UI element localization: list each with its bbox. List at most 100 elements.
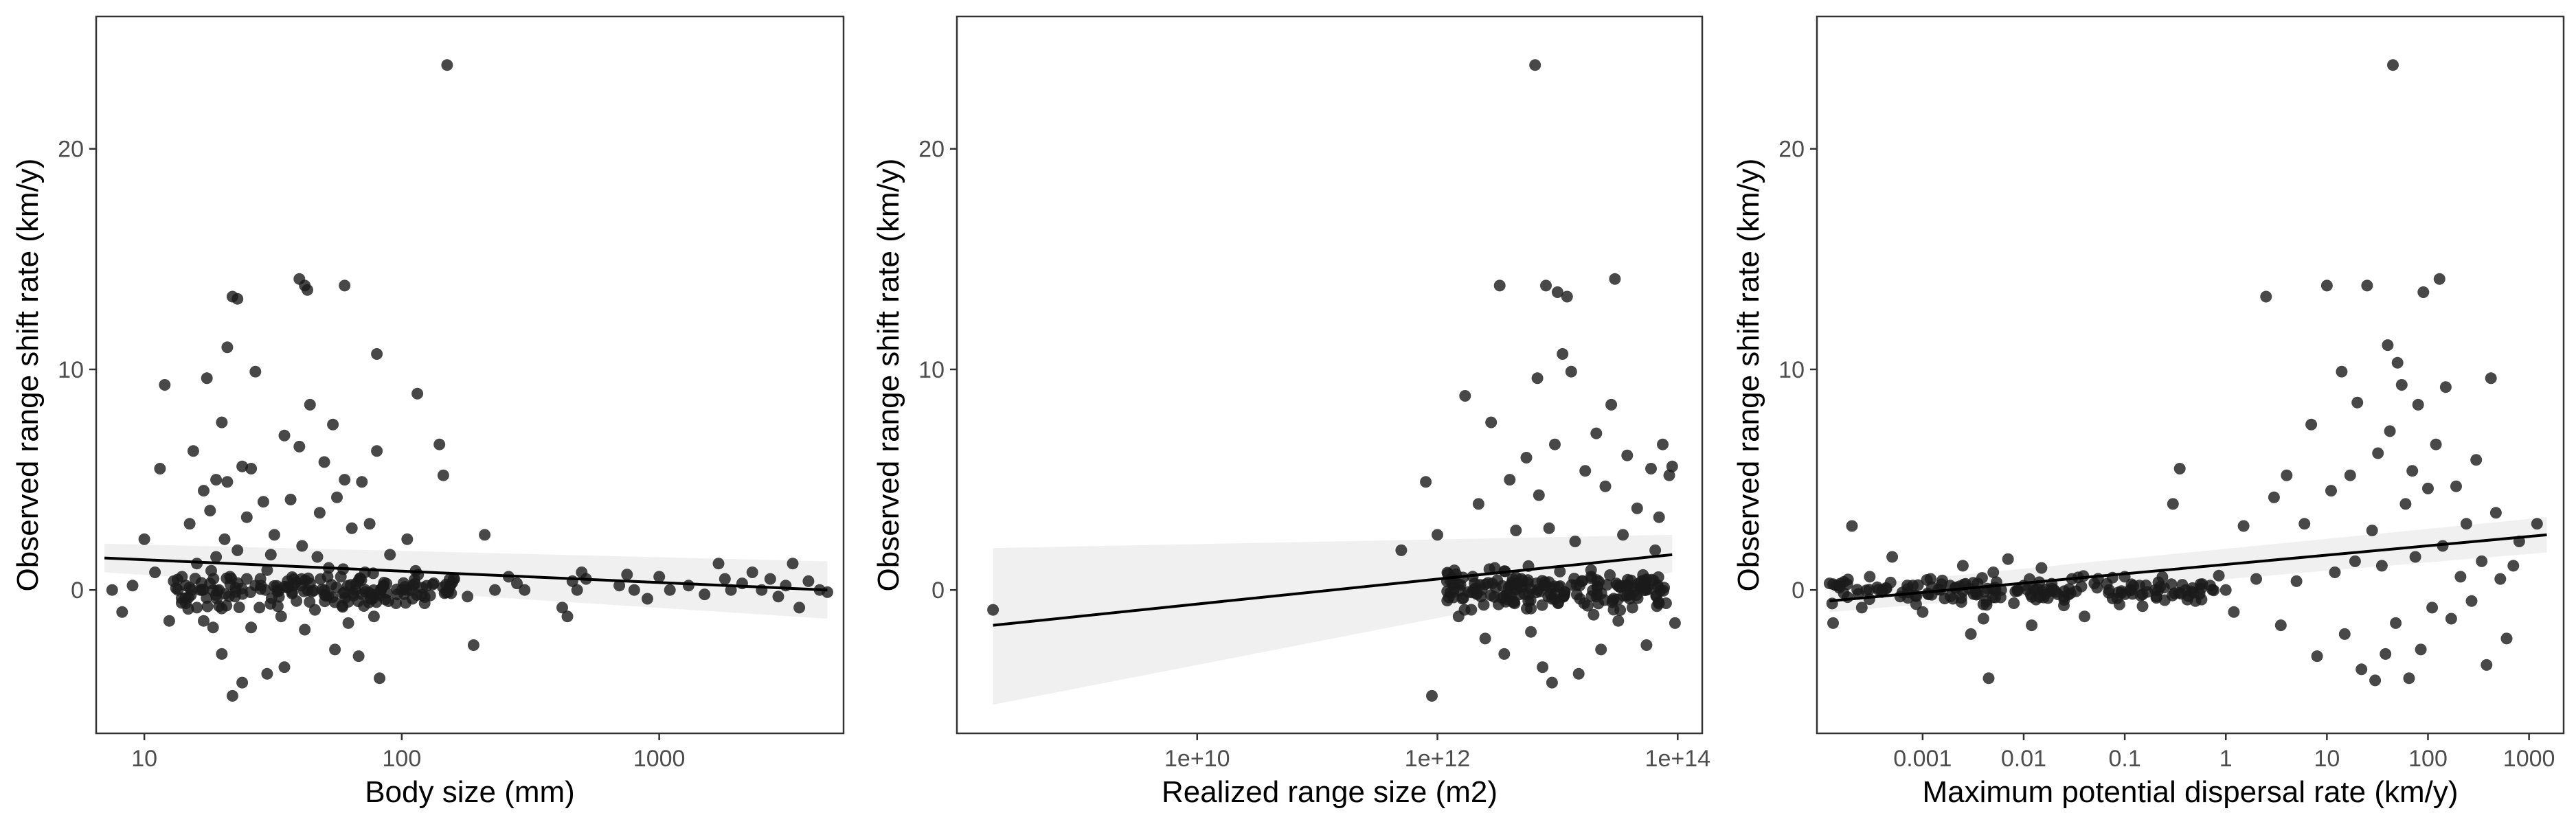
data-point — [2485, 372, 2497, 385]
data-point — [201, 372, 213, 385]
data-point — [1479, 632, 1491, 645]
data-point — [2384, 425, 2396, 437]
data-point — [1465, 604, 1478, 616]
data-point — [1577, 575, 1589, 587]
data-point — [2158, 582, 2170, 594]
data-point — [236, 588, 249, 600]
data-point — [1537, 661, 1549, 674]
data-point — [2406, 465, 2419, 477]
data-point — [712, 558, 725, 570]
data-point — [1917, 606, 1929, 618]
data-point — [2387, 59, 2399, 71]
data-point — [1622, 579, 1634, 591]
data-point — [216, 648, 228, 660]
data-point — [2260, 290, 2272, 303]
data-point — [2290, 575, 2303, 587]
panel-1: 0 10 20 10 100 1000 Body size (mm) Observed ran… — [11, 15, 845, 809]
data-point — [1474, 579, 1487, 591]
x-axis-title: Body size (mm) — [365, 775, 575, 809]
data-point — [2500, 632, 2513, 645]
data-point — [259, 584, 271, 596]
data-point — [304, 596, 316, 608]
data-point — [642, 593, 653, 605]
data-point — [2298, 518, 2311, 530]
y-tick-label: 20 — [918, 137, 945, 163]
data-point — [2305, 418, 2318, 431]
data-point — [2046, 585, 2057, 597]
data-point — [772, 591, 784, 603]
data-point — [519, 584, 531, 596]
data-point — [1939, 593, 1951, 605]
data-point — [2206, 584, 2218, 596]
data-point — [329, 643, 341, 656]
panel-3: 0 10 20 0.001 0.01 0.1 1 10 100 1000 Maximum poten… — [1732, 15, 2565, 809]
data-point — [1987, 591, 1999, 604]
data-point — [2412, 398, 2424, 411]
regression-line — [104, 556, 828, 592]
data-point — [275, 610, 287, 623]
y-tick-label: 20 — [1778, 137, 1805, 163]
data-point — [628, 584, 640, 596]
data-point — [225, 572, 238, 584]
data-point — [1569, 536, 1581, 547]
data-point — [170, 582, 182, 595]
data-point — [328, 596, 341, 608]
data-point — [236, 460, 249, 472]
data-point — [154, 463, 166, 474]
data-point — [1420, 476, 1432, 488]
data-point — [2445, 613, 2457, 625]
data-point — [1572, 667, 1585, 680]
data-point — [207, 621, 219, 634]
data-point — [363, 518, 376, 530]
data-point — [2062, 588, 2075, 601]
data-point — [719, 573, 731, 585]
data-point — [293, 440, 306, 453]
x-tick-label: 0.01 — [2001, 746, 2046, 772]
data-point — [149, 566, 161, 578]
data-point — [556, 602, 568, 614]
data-point — [2391, 356, 2404, 369]
data-point — [223, 590, 235, 602]
data-point — [2415, 643, 2427, 656]
x-tick-label: 0.1 — [2108, 746, 2140, 772]
x-tick-label: 1 — [2219, 746, 2233, 772]
data-point — [2476, 555, 2488, 567]
data-point — [290, 576, 302, 588]
data-point — [2369, 674, 2382, 687]
data-point — [441, 59, 453, 71]
data-point — [284, 494, 297, 505]
data-point — [1842, 573, 1854, 586]
data-point — [331, 491, 343, 503]
data-point — [116, 606, 128, 618]
data-point — [1525, 602, 1537, 615]
data-point — [319, 595, 331, 608]
data-point — [1864, 571, 1876, 583]
data-point — [163, 615, 175, 627]
data-point — [299, 623, 311, 636]
data-point — [1626, 602, 1638, 614]
data-point — [2390, 617, 2402, 629]
data-point — [1554, 565, 1566, 577]
data-point — [1912, 579, 1924, 591]
data-point — [802, 575, 815, 587]
data-point — [1965, 628, 1977, 640]
data-point — [1631, 502, 1643, 514]
data-point — [561, 610, 574, 623]
data-point — [1486, 577, 1498, 590]
data-point — [159, 379, 171, 391]
data-point — [2395, 379, 2408, 391]
x-tick-label: 0.001 — [1893, 746, 1952, 772]
data-point — [1484, 589, 1497, 602]
data-point — [2113, 598, 2125, 610]
data-point — [2156, 571, 2169, 583]
data-point — [2426, 602, 2439, 614]
data-point — [356, 588, 368, 600]
data-point — [2489, 507, 2502, 519]
x-axis-title: Maximum potential dispersal rate (km/y) — [1922, 775, 2458, 809]
data-point — [1441, 585, 1454, 597]
data-point — [1886, 551, 1899, 563]
data-point — [1546, 676, 1558, 689]
data-point — [1621, 449, 1634, 461]
data-point — [210, 551, 223, 563]
data-point — [1614, 604, 1627, 616]
